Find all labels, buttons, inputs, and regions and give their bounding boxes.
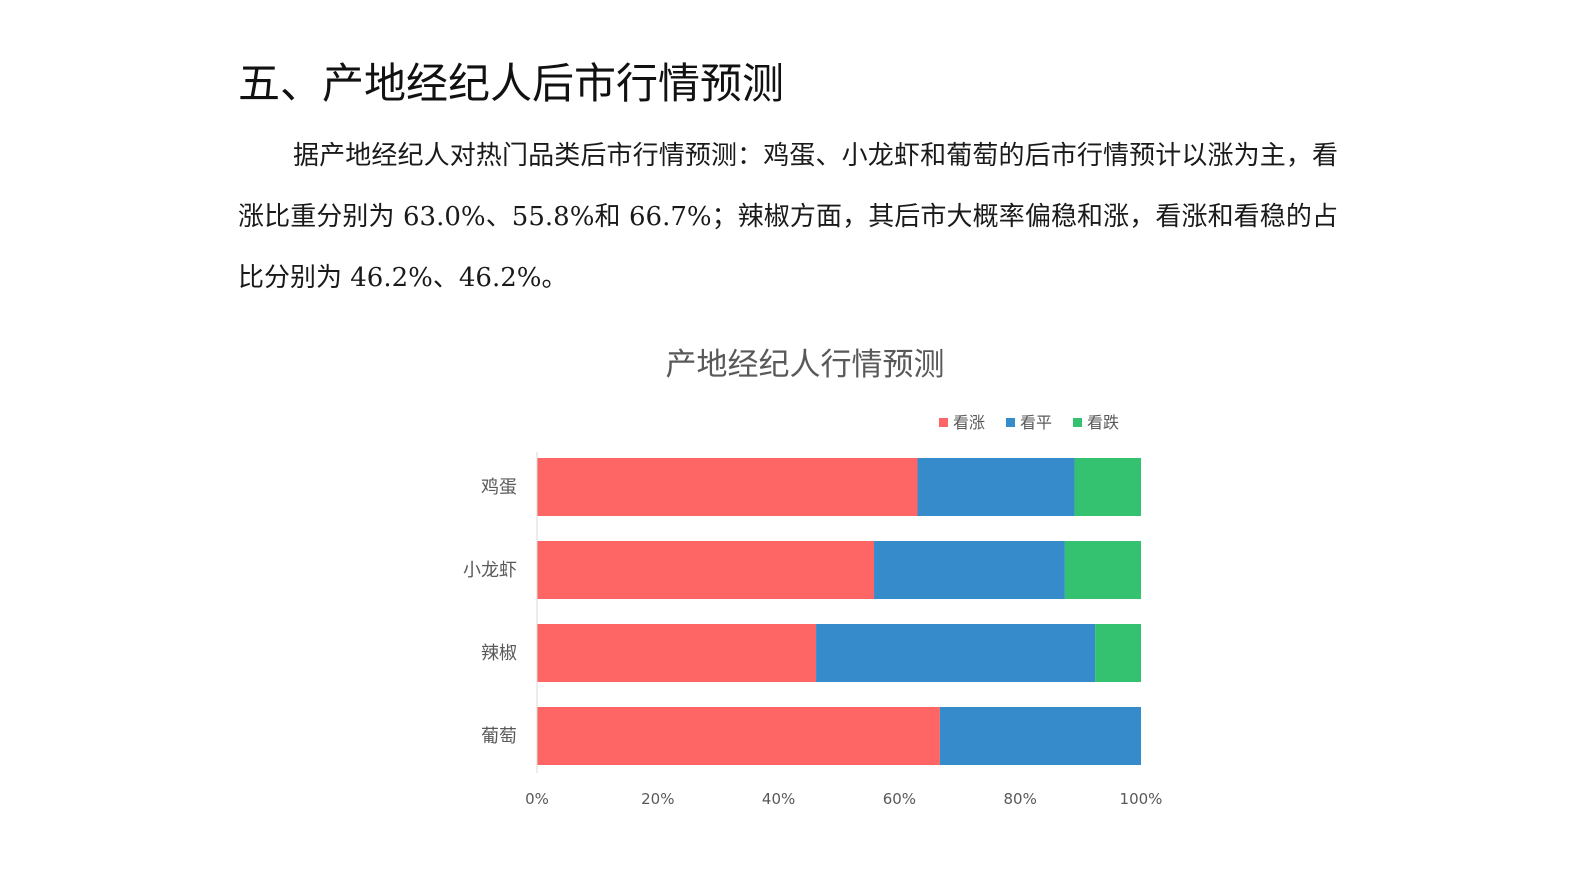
x-tick-label-3: 60% — [883, 790, 916, 808]
chart-bars — [537, 458, 1141, 765]
bar-3-0 — [537, 707, 940, 765]
bar-1-0 — [537, 541, 875, 599]
category-label-1: 小龙虾 — [463, 560, 517, 581]
x-axis-ticks: 0% 20% 40% 60% 80% 100% — [525, 790, 1162, 808]
legend-swatch-2 — [1073, 418, 1082, 427]
legend-label-1: 看平 — [1020, 413, 1052, 432]
bar-0-2 — [1074, 458, 1141, 516]
x-tick-label-5: 100% — [1120, 790, 1163, 808]
chart-title: 产地经纪人行情预测 — [666, 347, 945, 383]
bar-1-2 — [1064, 541, 1141, 599]
category-label-3: 葡萄 — [481, 726, 517, 747]
bar-0-0 — [537, 458, 918, 516]
category-label-2: 辣椒 — [481, 643, 517, 664]
bar-2-2 — [1095, 624, 1141, 682]
x-tick-label-4: 80% — [1004, 790, 1037, 808]
body-paragraph: 据产地经纪人对热门品类后市行情预测：鸡蛋、小龙虾和葡萄的后市行情预计以涨为主，看… — [238, 141, 1338, 293]
legend-swatch-1 — [1006, 418, 1015, 427]
legend-label-2: 看跌 — [1087, 413, 1119, 432]
x-tick-label-0: 0% — [525, 790, 549, 808]
category-label-0: 鸡蛋 — [481, 477, 517, 498]
bar-0-1 — [917, 458, 1075, 516]
section-heading: 五、产地经纪人后市行情预测 — [238, 59, 785, 108]
bar-2-1 — [816, 624, 1096, 682]
bar-3-1 — [939, 707, 1141, 765]
bar-1-1 — [874, 541, 1065, 599]
bar-2-0 — [537, 624, 817, 682]
x-tick-label-2: 40% — [762, 790, 795, 808]
legend-label-0: 看涨 — [953, 413, 985, 432]
forecast-chart: 产地经纪人行情预测 看涨 看平 看跌 鸡蛋小龙虾辣椒葡萄 0% 20% 40% 60% 80… — [420, 330, 1180, 830]
legend-swatch-0 — [939, 418, 948, 427]
x-tick-label-1: 20% — [641, 790, 674, 808]
chart-legend: 看涨 看平 看跌 — [939, 413, 1119, 432]
